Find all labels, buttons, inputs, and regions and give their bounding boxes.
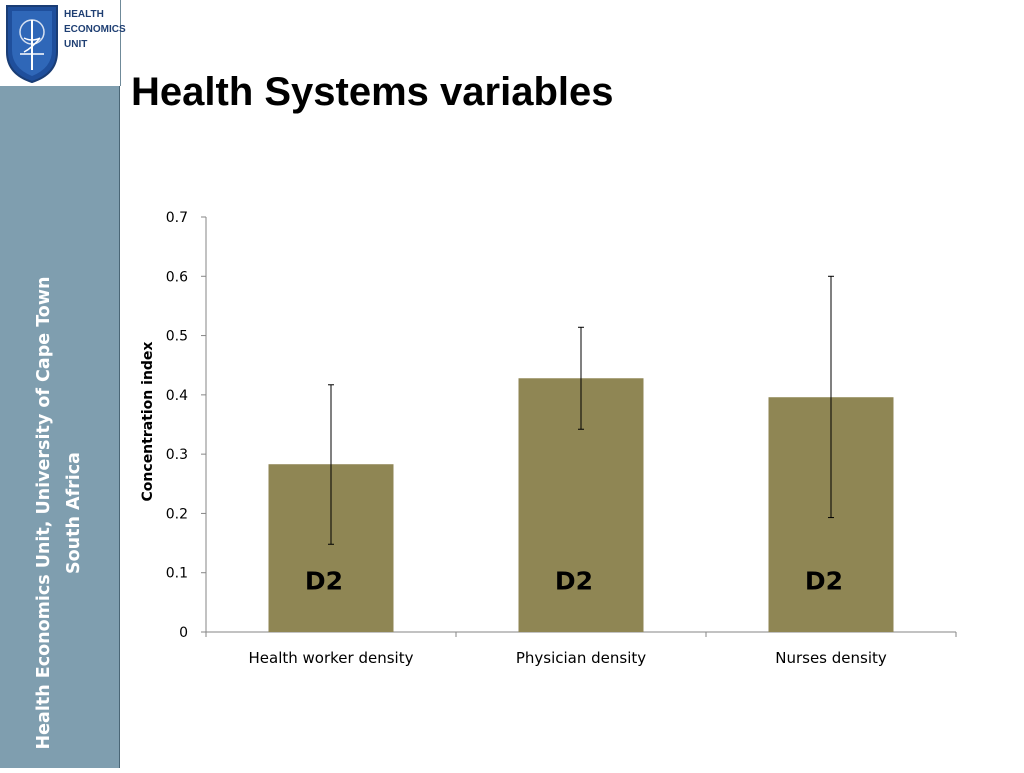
bar-data-label: D2 [305, 566, 343, 595]
logo-line: UNIT [64, 39, 88, 50]
x-category-label: Physician density [516, 649, 646, 667]
sidebar-line: South Africa [64, 452, 84, 574]
y-tick-label: 0.2 [166, 506, 188, 522]
y-axis-title: Concentration index [140, 342, 156, 502]
bar-chart: 0 0.1 0.2 0.3 0.4 0.5 0.6 0.7 Concentration inde… [140, 210, 957, 667]
y-tick-label: 0.4 [166, 388, 188, 404]
bar-data-label: D2 [555, 566, 593, 595]
x-category-label: Health worker density [249, 649, 414, 667]
sidebar-caption: Health Economics Unit, University of Cap… [29, 253, 89, 773]
sidebar-line: Health Economics Unit, University of Cap… [34, 276, 54, 750]
y-tick-label: 0.1 [166, 566, 188, 582]
y-tick-label: 0 [179, 625, 188, 641]
sidebar-banner: Health Economics Unit, University of Cap… [0, 86, 120, 768]
y-tick-label: 0.6 [166, 269, 188, 285]
logo-line: ECONOMICS [64, 24, 126, 35]
y-tick-label: 0.5 [166, 329, 188, 345]
heu-logo: HEALTH ECONOMICS UNIT [0, 0, 126, 86]
slide-title: Health Systems variables [131, 70, 614, 114]
shield-logo-icon [6, 5, 58, 84]
y-tick-label: 0.7 [166, 210, 188, 226]
x-category-label: Nurses density [775, 649, 887, 667]
logo-wordmark: HEALTH ECONOMICS UNIT [64, 7, 126, 52]
logo-line: HEALTH [64, 9, 104, 20]
bar-data-label: D2 [805, 566, 843, 595]
y-tick-label: 0.3 [166, 447, 188, 463]
